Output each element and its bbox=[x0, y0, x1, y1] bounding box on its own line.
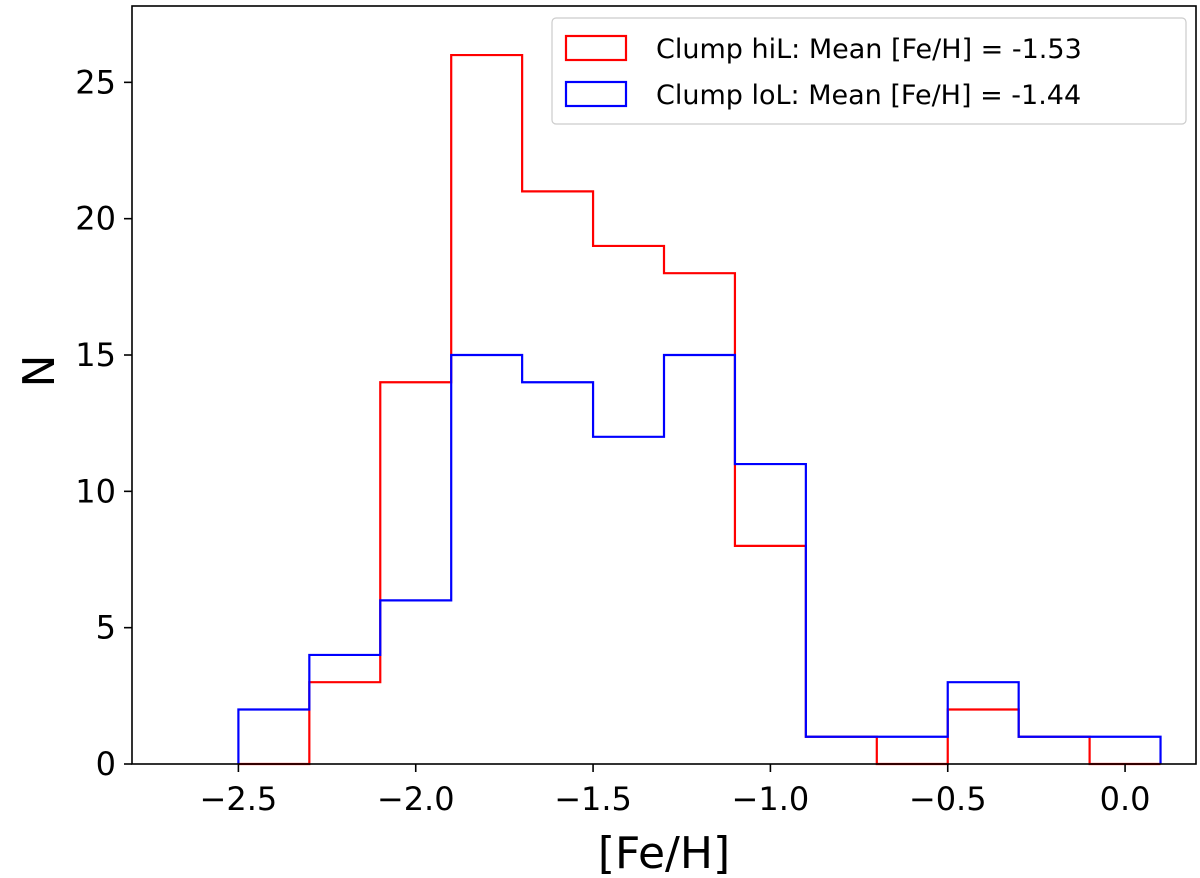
legend-box bbox=[551, 17, 1187, 125]
y-axis-ticks: 0 5 10 15 20 25 bbox=[75, 63, 132, 783]
plot-frame bbox=[131, 5, 1197, 765]
legend-label-2: Clump loL: Mean [Fe/H] = -1.44 bbox=[656, 80, 1081, 111]
x-axis-label: [Fe/H] bbox=[598, 828, 730, 878]
series-1-step-outline bbox=[238, 53, 1161, 766]
legend-label-1: Clump hiL: Mean [Fe/H] = -1.53 bbox=[656, 34, 1082, 65]
legend-swatch-1 bbox=[564, 34, 628, 62]
x-tick-label: −2.0 bbox=[377, 780, 455, 818]
legend: Clump hiL: Mean [Fe/H] = -1.53 Clump loL:… bbox=[551, 17, 1187, 125]
legend-swatch-2 bbox=[564, 80, 628, 108]
y-tick-label: 15 bbox=[75, 336, 116, 374]
x-tick-label: −1.5 bbox=[554, 780, 632, 818]
y-tick-label: 20 bbox=[75, 200, 116, 238]
x-tick-label: −2.5 bbox=[200, 780, 278, 818]
x-tick-label: 0.0 bbox=[1100, 780, 1151, 818]
x-tick-label: −1.0 bbox=[732, 780, 810, 818]
series-layer bbox=[237, 53, 1162, 766]
y-tick-label: 25 bbox=[75, 63, 116, 101]
x-axis-ticks: −2.5 −2.0 −1.5 −1.0 −0.5 0.0 bbox=[200, 764, 1151, 818]
y-tick-label: 10 bbox=[75, 472, 116, 510]
y-axis-label: N bbox=[14, 355, 65, 388]
y-tick-label: 0 bbox=[96, 745, 116, 783]
series-2-step-outline bbox=[237, 353, 1162, 764]
x-tick-label: −0.5 bbox=[909, 780, 987, 818]
y-tick-label: 5 bbox=[96, 609, 116, 647]
